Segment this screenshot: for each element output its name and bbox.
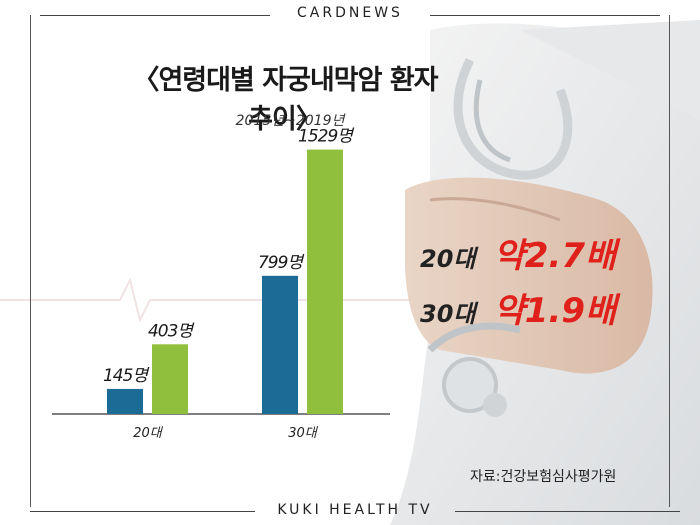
ratio-30s: 30대 약1.9배: [420, 283, 616, 332]
footer-divider-right: [455, 511, 680, 512]
bar-20대-series-1: [107, 388, 143, 414]
category-label-20대: 20대: [133, 426, 164, 441]
footer-brand: KUKI HEALTH TV: [0, 500, 700, 522]
bar-20대-series-2: [152, 344, 188, 414]
ratio-20s: 20대 약2.7배: [420, 228, 616, 277]
source-note: 자료:건강보험심사평가원: [470, 469, 617, 485]
ratio-30s-value: 약1.9배: [493, 291, 617, 331]
header-brand: CARDNEWS: [0, 5, 700, 25]
ratio-30s-label: 30대: [420, 300, 476, 328]
brand-bottom-label: KUKI HEALTH TV: [277, 502, 433, 518]
ratio-20s-value: 약2.7배: [493, 236, 617, 276]
frame-left-line: [30, 15, 31, 507]
data-label-30대-series-1: 799명: [258, 253, 305, 273]
ratio-20s-label: 20대: [420, 245, 476, 273]
data-label-30대-series-2: 1529명: [298, 127, 355, 147]
brand-top-label: CARDNEWS: [297, 5, 403, 21]
footer-divider-left: [30, 511, 255, 512]
bar-30대-series-1: [262, 275, 298, 414]
data-label-20대-series-1: 145명: [103, 366, 150, 386]
header-divider-right: [430, 15, 660, 16]
bar-30대-series-2: [307, 149, 343, 414]
category-label-30대: 30대: [288, 426, 319, 441]
frame-right-line: [669, 15, 670, 507]
data-label-20대-series-2: 403명: [148, 321, 195, 341]
chart-subtitle: 2015년~2019년: [235, 113, 345, 129]
chart-title: 〈연령대별 자궁내막암 환자 추이〉: [132, 65, 438, 135]
header-divider-left: [40, 15, 270, 16]
